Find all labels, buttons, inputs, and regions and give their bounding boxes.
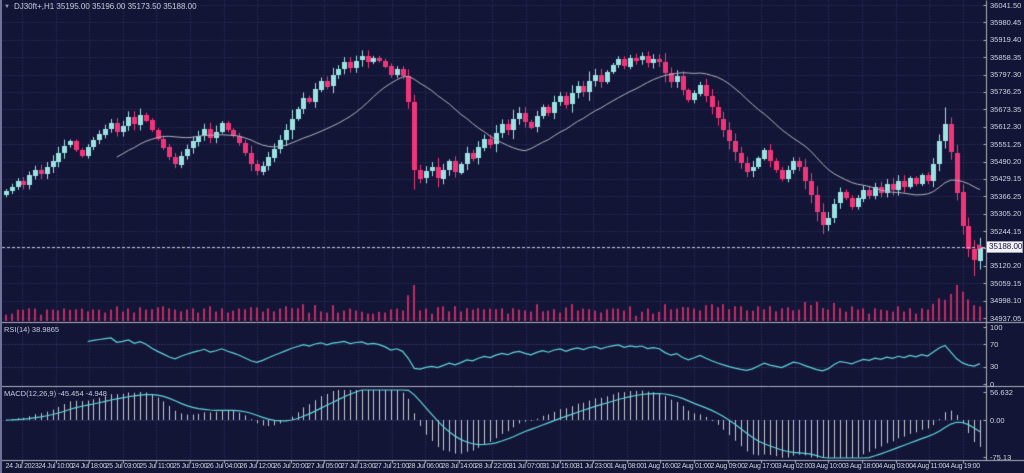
time-axis-label: 1 Aug 08:00: [609, 463, 644, 470]
rsi-axis-label: 0: [990, 379, 995, 389]
time-axis-label: 27 Jul 13:00: [340, 463, 376, 470]
rsi-indicator-label: RSI(14) 38.9865: [4, 325, 60, 334]
time-axis-label: 24 Jul 10:00: [38, 463, 73, 470]
time-axis-label: 2 Aug 17:00: [744, 463, 779, 470]
price-axis-label: 35797.30: [990, 70, 1022, 80]
price-axis-label: 35120.20: [990, 261, 1022, 271]
time-axis-label: 2 Aug 01:00: [676, 463, 712, 470]
time-axis-label: 25 Jul 11:00: [139, 463, 174, 470]
time-axis-label: 26 Jul 20:00: [273, 463, 309, 470]
time-axis-label: 1 Aug 16:00: [643, 463, 678, 470]
time-axis-label: 4 Aug 19:00: [945, 463, 980, 470]
time-axis-label: 3 Aug 18:00: [844, 463, 880, 470]
time-axis-label: 31 Jul 15:00: [542, 463, 577, 470]
macd-axis-label: 0.00: [990, 415, 1005, 425]
rsi-axis-label: 70: [990, 339, 999, 349]
price-axis-label: 35736.25: [990, 87, 1022, 97]
price-axis-label: 35673.35: [990, 104, 1022, 114]
time-axis-label: 4 Aug 03:00: [878, 463, 913, 470]
price-axis-label: 35612.30: [990, 122, 1022, 132]
price-axis-label: 35366.25: [990, 191, 1022, 201]
price-axis-label: 35429.15: [990, 174, 1022, 184]
time-axis-label: 28 Jul 14:00: [441, 463, 477, 470]
rsi-axis-label: 30: [990, 362, 999, 372]
time-axis-label: 31 Jul 07:00: [508, 463, 544, 470]
symbol-ohlc-title: DJ30ft+,H1 35195.00 35196.00 35173.50 35…: [13, 2, 197, 11]
price-axis-label: 35490.20: [990, 157, 1022, 166]
window-left-border: [0, 0, 2, 473]
price-axis-label: 35919.40: [990, 35, 1022, 45]
price-axis-label: 35858.35: [990, 52, 1022, 62]
time-axis-label: 25 Jul 19:00: [172, 463, 208, 470]
time-axis-label: 4 Aug 11:00: [912, 463, 946, 470]
price-axis-label: 35551.25: [990, 139, 1022, 149]
time-axis-label: 24 Jul 2023: [5, 463, 39, 470]
time-axis-label: 26 Jul 12:00: [239, 463, 275, 470]
price-axis-label: 36041.50: [990, 0, 1022, 10]
rsi-axis-label: 100: [990, 322, 1003, 332]
macd-indicator-label: MACD(12,26,9) -45.454 -4.948: [4, 389, 107, 398]
chart-title: ▼ DJ30ft+,H1 35195.00 35196.00 35173.50 …: [4, 2, 197, 11]
time-axis-label: 2 Aug 09:00: [710, 463, 745, 470]
price-axis-label: 35980.45: [990, 17, 1022, 27]
time-axis-label: 24 Jul 18:00: [71, 463, 107, 470]
chart-menu-triangle-icon[interactable]: ▼: [4, 3, 10, 10]
time-axis-label: 27 Jul 21:00: [374, 463, 409, 470]
current-price-tag: 35188.00: [986, 241, 1023, 253]
price-axis-label: 35244.15: [990, 226, 1022, 236]
macd-axis-label: 56.632: [990, 387, 1013, 397]
time-axis-label: 31 Jul 23:00: [575, 463, 611, 470]
time-axis-label: 3 Aug 02:00: [777, 463, 812, 470]
price-axis-label: 34937.05: [990, 313, 1022, 323]
macd-axis-label: -75.13: [990, 452, 1012, 462]
time-axis-label: 26 Jul 04:00: [206, 463, 241, 470]
time-axis-label: 27 Jul 05:00: [307, 463, 342, 470]
time-axis-label: 25 Jul 03:00: [105, 463, 141, 470]
time-axis-label: 28 Jul 22:00: [475, 463, 510, 470]
price-axis-label: 35305.20: [990, 209, 1022, 219]
time-axis-label: 28 Jul 06:00: [407, 463, 443, 470]
price-axis-label: 35059.15: [990, 278, 1022, 288]
price-axis-label: 34998.10: [990, 296, 1022, 306]
time-axis-label: 3 Aug 10:00: [811, 463, 846, 470]
